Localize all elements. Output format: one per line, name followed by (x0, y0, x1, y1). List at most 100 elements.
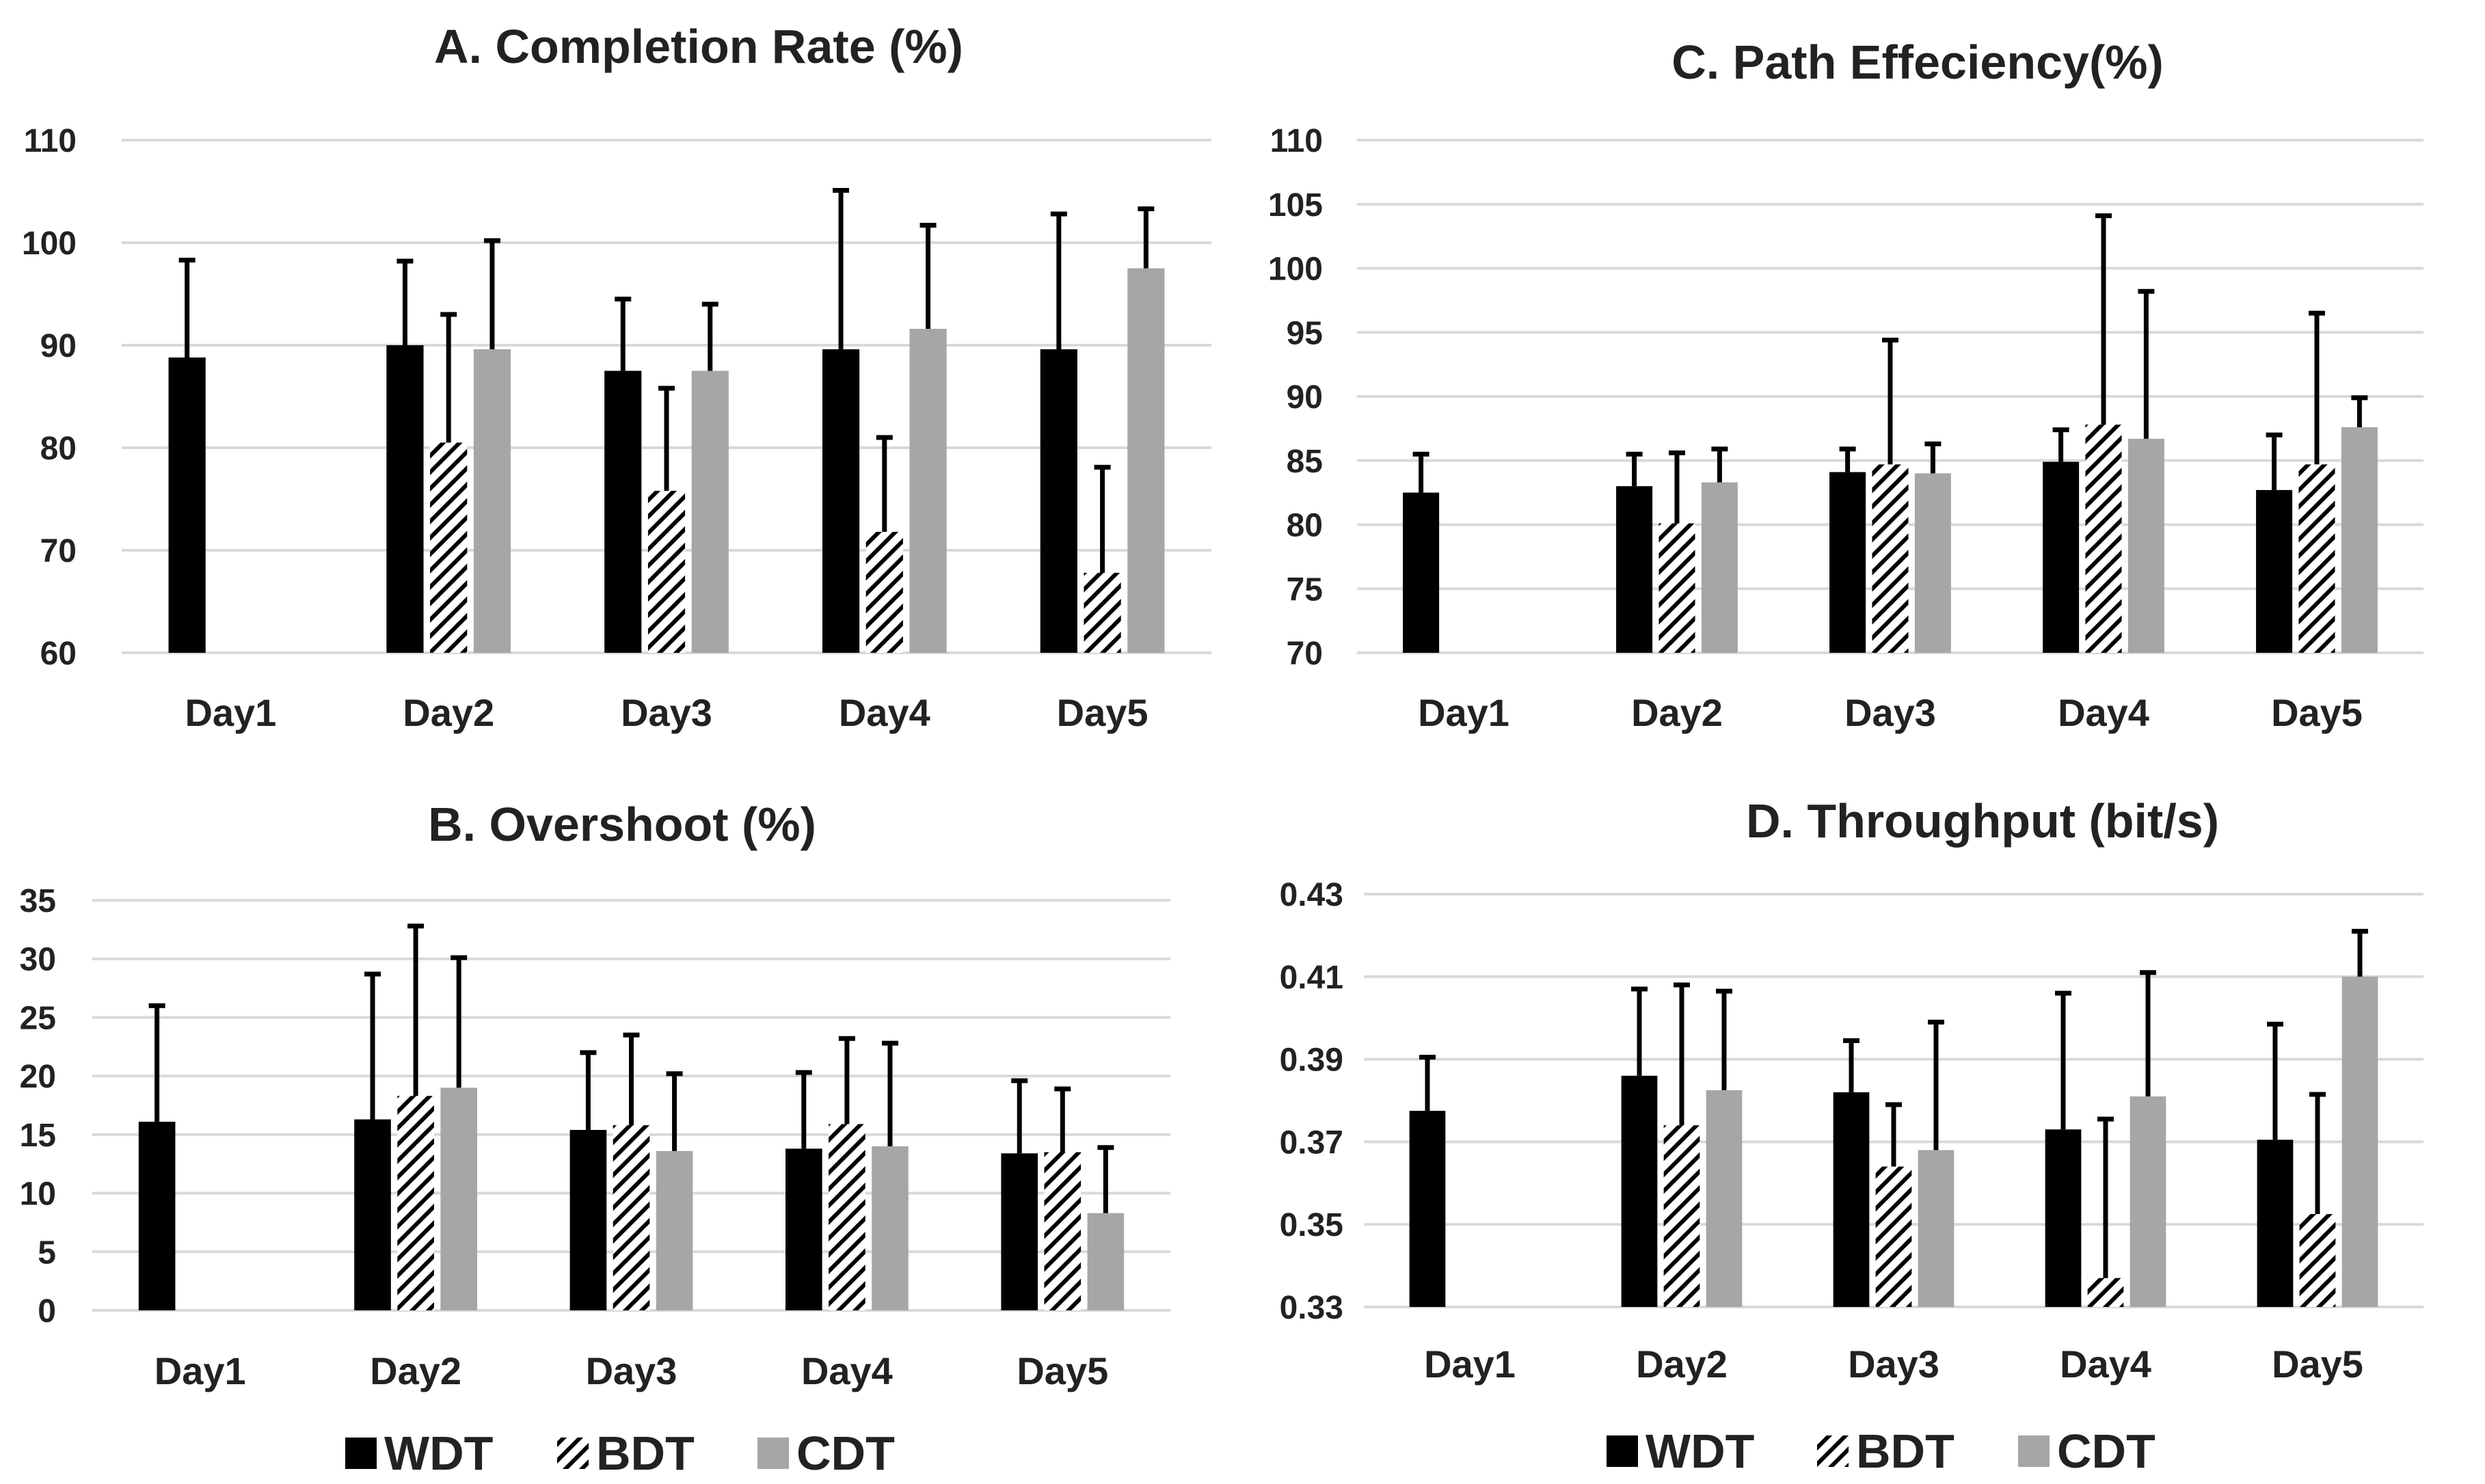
x-tick-label: Day3 (621, 691, 712, 734)
y-tick-label: 95 (1287, 315, 1323, 351)
bar-wdt-day5 (2257, 1139, 2294, 1307)
bar-bdt-day3 (1872, 464, 1909, 653)
y-tick-label: 70 (40, 533, 77, 569)
bar-bdt-day4 (2087, 1278, 2124, 1307)
x-axis-ticks: Day1 Day2 Day3 Day4 Day5 (185, 691, 1148, 734)
legend-label-wdt: WDT (1646, 1425, 1754, 1478)
chart-title: D. Throughput (bit/s) (1746, 794, 2219, 848)
y-tick-label: 90 (40, 328, 77, 364)
y-axis-ticks: 70 75 80 85 90 95 100 105 110 (1268, 123, 1323, 672)
bar-bdt-day4 (2085, 424, 2122, 653)
bar-bdt-day2 (430, 442, 468, 653)
x-tick-label: Day4 (839, 691, 930, 734)
bar-cdt-day3 (656, 1150, 693, 1310)
y-tick-label: 0.41 (1280, 960, 1343, 996)
bar-wdt-day2 (386, 345, 424, 653)
x-tick-label: Day1 (1424, 1343, 1516, 1386)
bar-cdt-day4 (2130, 1096, 2166, 1307)
bar-wdt-day3 (1833, 1092, 1870, 1307)
bar-bdt-day5 (1084, 573, 1121, 653)
x-tick-label: Day4 (2060, 1343, 2151, 1386)
bar-cdt-day2 (1706, 1090, 1743, 1307)
bar-bdt-day5 (2299, 1214, 2336, 1307)
bar-wdt-day5 (2256, 489, 2293, 653)
bar-cdt-day3 (1914, 473, 1951, 653)
legend-swatch-bdt (1817, 1435, 1849, 1467)
bar-wdt-day2 (354, 1119, 391, 1310)
x-tick-label: Day2 (403, 691, 494, 734)
bar-wdt-day4 (785, 1148, 822, 1310)
bar-wdt-day1 (1409, 1111, 1446, 1307)
legend-swatch-cdt (757, 1438, 789, 1469)
legend-swatch-bdt (557, 1438, 589, 1469)
legend-label-cdt: CDT (2057, 1425, 2155, 1478)
x-tick-label: Day3 (1848, 1343, 1939, 1386)
error-bars (1412, 213, 2368, 524)
bars (1409, 976, 2378, 1307)
legend-label-bdt: BDT (596, 1427, 695, 1480)
bars (168, 268, 1165, 653)
x-tick-label: Day2 (1636, 1343, 1728, 1386)
x-tick-label: Day2 (1631, 691, 1723, 734)
x-tick-label: Day4 (801, 1349, 893, 1392)
x-tick-label: Day5 (1017, 1349, 1108, 1392)
y-tick-label: 105 (1268, 187, 1323, 224)
bar-wdt-day4 (822, 349, 860, 653)
bar-bdt-day5 (1044, 1152, 1082, 1310)
legend-swatch-wdt (345, 1438, 377, 1469)
error-bars (1419, 928, 2368, 1278)
bar-cdt-day2 (440, 1088, 477, 1310)
y-tick-label: 0.39 (1280, 1042, 1343, 1079)
x-tick-label: Day5 (2271, 691, 2363, 734)
chart-panel-c: C. Path Effeciency(%) 70 75 80 85 90 95 100 105… (1268, 36, 2423, 734)
bar-bdt-day2 (397, 1096, 434, 1310)
bar-cdt-day3 (691, 370, 729, 653)
legend-right: WDT BDT CDT (1607, 1425, 2155, 1478)
bar-bdt-day3 (647, 491, 686, 653)
x-tick-label: Day5 (2272, 1343, 2363, 1386)
x-tick-label: Day2 (370, 1349, 461, 1392)
chart-title: C. Path Effeciency(%) (1671, 36, 2164, 89)
chart-panel-d: D. Throughput (bit/s) 0.330.350.370.390.… (1280, 794, 2423, 1386)
bar-wdt-day5 (1001, 1153, 1038, 1310)
y-tick-label: 25 (20, 1000, 56, 1036)
legend-swatch-cdt (2018, 1435, 2050, 1467)
y-tick-label: 5 (38, 1235, 56, 1271)
bar-wdt-day5 (1040, 349, 1077, 653)
bar-wdt-day4 (2045, 1129, 2082, 1307)
bar-wdt-day3 (604, 370, 642, 653)
y-tick-label: 20 (20, 1059, 56, 1095)
y-tick-label: 80 (40, 431, 77, 467)
bars (1403, 424, 2378, 653)
y-tick-label: 0 (38, 1293, 56, 1330)
bar-wdt-day2 (1616, 486, 1653, 653)
y-tick-label: 110 (1270, 123, 1323, 159)
y-tick-label: 60 (40, 636, 77, 672)
bar-cdt-day5 (1127, 268, 1165, 653)
x-axis-ticks: Day1 Day2 Day3 Day4 Day5 (1418, 691, 2363, 734)
y-tick-label: 30 (20, 942, 56, 978)
legend-left: WDT BDT CDT (345, 1427, 895, 1480)
y-tick-label: 0.43 (1280, 877, 1343, 913)
bar-cdt-day4 (2127, 438, 2164, 653)
bar-bdt-day2 (1663, 1125, 1700, 1307)
bar-cdt-day2 (1701, 482, 1738, 653)
bar-bdt-day3 (1875, 1166, 1912, 1307)
x-tick-label: Day4 (2058, 691, 2149, 734)
x-axis-ticks: Day1 Day2 Day3 Day4 Day5 (1424, 1343, 2363, 1386)
bar-cdt-day5 (2341, 976, 2378, 1307)
y-tick-label: 15 (20, 1118, 56, 1154)
bar-wdt-day3 (1829, 472, 1866, 653)
x-tick-label: Day1 (155, 1349, 246, 1392)
bar-bdt-day4 (865, 532, 903, 653)
bar-bdt-day2 (1658, 523, 1695, 653)
bar-cdt-day4 (909, 329, 947, 653)
bars (138, 1088, 1125, 1310)
legend-label-wdt: WDT (384, 1427, 493, 1480)
error-bars (148, 923, 1114, 1213)
bar-bdt-day5 (2298, 464, 2335, 653)
bar-cdt-day5 (1087, 1213, 1125, 1310)
bar-wdt-day4 (2043, 461, 2080, 653)
y-axis-ticks: 60 70 80 90 100 110 (22, 123, 77, 672)
